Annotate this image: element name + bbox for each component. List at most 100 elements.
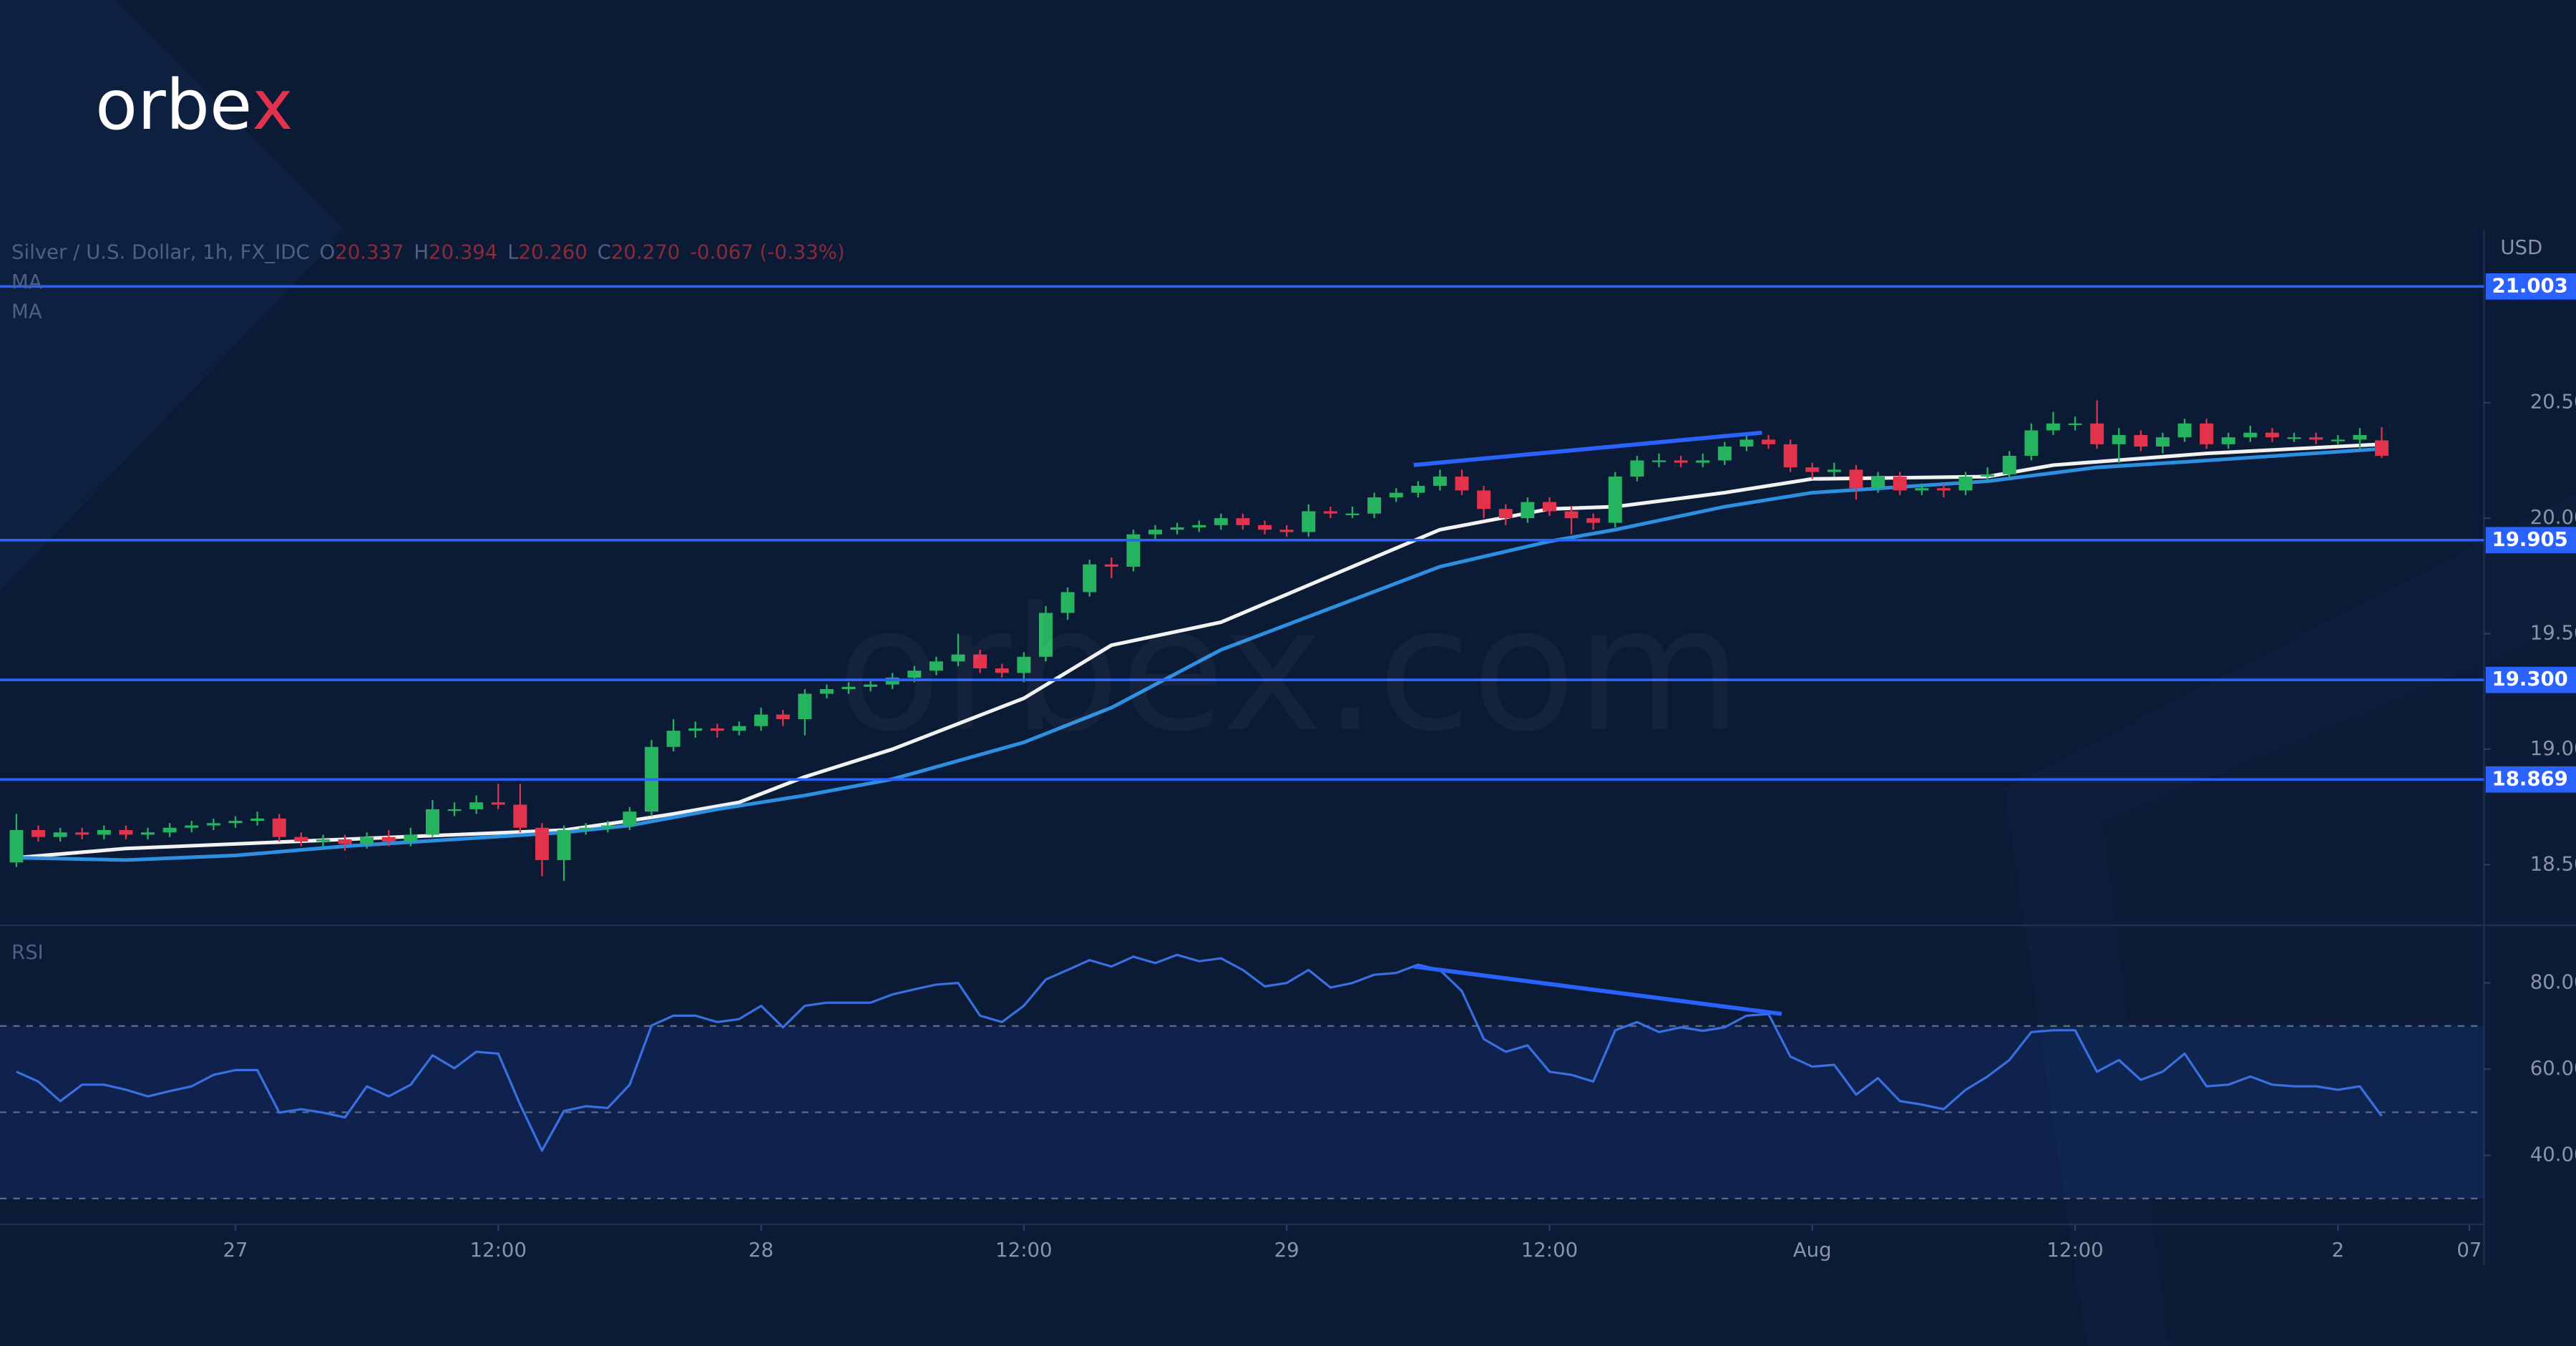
y-tick-label: 20.500 — [2530, 391, 2576, 414]
candle-body — [666, 731, 680, 747]
candle-body — [1958, 477, 1973, 491]
candle-body — [1367, 497, 1382, 514]
watermark: orbex.com — [836, 571, 1742, 770]
candle-body — [1477, 490, 1491, 509]
candle-body — [1017, 656, 1031, 673]
candle-body — [360, 837, 374, 844]
candle-body — [995, 668, 1009, 673]
candle-body — [1740, 439, 1754, 447]
candle-body — [1849, 469, 1863, 489]
x-tick-label: 12:00 — [995, 1239, 1052, 1262]
candle-body — [1871, 477, 1885, 489]
candle-body — [250, 818, 265, 821]
y-tick-label: 40.00 — [2530, 1143, 2576, 1166]
candle-body — [75, 832, 89, 835]
candle-body — [1279, 530, 1294, 532]
candle-body — [579, 827, 593, 830]
level-tag — [2485, 766, 2576, 793]
y-tick-label: 20.000 — [2530, 506, 2576, 529]
ohlc-name: O — [320, 241, 336, 264]
ohlc-value: 20.260 — [519, 241, 587, 264]
candle-body — [1586, 518, 1601, 523]
logo-text: orbe — [95, 64, 252, 145]
candle-body — [228, 821, 243, 824]
candle-body — [1060, 592, 1075, 613]
candle-body — [1805, 467, 1820, 472]
candle-body — [841, 686, 856, 690]
candle-body — [425, 809, 439, 835]
candle-body — [951, 654, 965, 662]
candle-body — [1762, 439, 1775, 444]
x-tick-label: 28 — [748, 1239, 774, 1262]
level-tag — [2485, 666, 2576, 693]
x-tick-label: 07 — [2457, 1239, 2482, 1262]
candle-body — [754, 714, 769, 726]
y-tick-label: 18.500 — [2530, 852, 2576, 875]
candle-body — [119, 829, 133, 835]
candle-body — [404, 834, 418, 842]
candle-body — [623, 811, 637, 826]
candle-body — [141, 832, 155, 835]
candle-body — [1717, 447, 1732, 461]
candle-body — [557, 829, 571, 860]
candle-body — [294, 837, 308, 842]
x-tick-label: 27 — [223, 1239, 248, 1262]
candle-body — [1433, 477, 1447, 486]
candle-body — [1104, 564, 1118, 567]
candle-body — [1893, 477, 1907, 491]
candle-body — [1192, 525, 1206, 528]
logo-accent: x — [252, 64, 293, 145]
candle-body — [1411, 485, 1425, 493]
ohlc-value: 20.270 — [611, 241, 680, 264]
indicator-label: MA — [11, 300, 42, 323]
candle-body — [1126, 534, 1141, 567]
y-tick-label: 19.500 — [2530, 622, 2576, 645]
candle-body — [1214, 518, 1228, 525]
candle-body — [1542, 502, 1556, 512]
candle-body — [600, 825, 615, 828]
candle-body — [491, 802, 505, 805]
candle-body — [469, 802, 484, 809]
level-label: 21.003 — [2492, 274, 2568, 297]
candle-body — [1455, 477, 1469, 491]
y-tick-label: 80.00 — [2530, 971, 2576, 994]
candle-body — [1981, 474, 1995, 477]
candle-body — [2177, 423, 2192, 438]
indicator-label: MA — [11, 270, 42, 293]
candle-body — [162, 827, 177, 833]
bg-shape — [0, 0, 346, 592]
candle-body — [185, 825, 199, 828]
candle-body — [2331, 439, 2345, 442]
trendline — [1413, 964, 1782, 1016]
candle-body — [535, 827, 550, 860]
candle-body — [1236, 518, 1250, 525]
candle-body — [2046, 423, 2060, 431]
candle-body — [2024, 430, 2039, 456]
candle-body — [1038, 613, 1053, 657]
candle-body — [2243, 432, 2258, 438]
symbol-title: Silver / U.S. Dollar, 1h, FX_IDC — [11, 241, 310, 264]
bg-shape — [2102, 624, 2576, 1346]
trendline — [1413, 430, 1762, 467]
x-tick-label: 29 — [1274, 1239, 1299, 1262]
candle-body — [710, 728, 724, 731]
candle-body — [513, 804, 527, 828]
candle-body — [1936, 488, 1951, 491]
candle-body — [1564, 511, 1579, 519]
candle-body — [2353, 434, 2367, 440]
level-label: 19.905 — [2492, 528, 2568, 551]
candle-body — [447, 809, 462, 811]
candle-body — [776, 714, 790, 720]
x-tick-label: 12:00 — [470, 1239, 527, 1262]
candle-body — [1345, 513, 1360, 515]
candle-body — [1608, 477, 1622, 523]
candle-body — [1389, 492, 1403, 498]
logo: orbex — [95, 64, 293, 145]
candle-body — [2002, 455, 2016, 474]
candle-body — [2221, 437, 2235, 444]
candle-body — [338, 839, 352, 844]
rsi-band — [0, 1025, 2484, 1199]
candle-body — [1630, 460, 1644, 477]
candle-body — [1783, 444, 1797, 468]
